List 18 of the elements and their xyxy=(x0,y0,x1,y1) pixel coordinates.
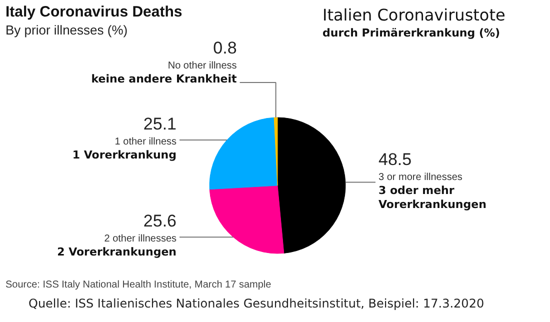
text: keine andere Krankheit xyxy=(91,72,237,86)
data-label: 25.6 xyxy=(143,212,177,231)
chart-title: Italy Coronavirus Deaths xyxy=(6,4,182,20)
source-note: Quelle: ISS Italienisches Nationales Gesundheitsinstitut, Beispiel: 17.3.2020 xyxy=(28,296,484,310)
data-label: 0.8 xyxy=(213,38,237,58)
slice-label: 3 or more illnesses xyxy=(378,172,462,183)
text: 1 Vorerkrankung xyxy=(72,148,176,162)
slice-label: 2 other illnesses xyxy=(104,234,177,245)
data-label: 25.1 xyxy=(143,114,177,134)
chart-subtitle: By prior illnesses (%) xyxy=(6,22,128,38)
slice-label: No other illness xyxy=(168,60,237,72)
slice-label: 1 other illness xyxy=(114,136,177,148)
text: durch Primärerkrankung (%) xyxy=(322,26,500,40)
text: 2 Vorerkrankungen xyxy=(57,246,177,259)
text: Italien Coronavirustote xyxy=(322,6,506,24)
source-note: Source: ISS Italy National Health Institute, March 17 sample xyxy=(6,280,272,290)
text: 3 oder mehr Vorerkrankungen xyxy=(378,184,486,211)
data-label: 48.5 xyxy=(378,150,412,169)
